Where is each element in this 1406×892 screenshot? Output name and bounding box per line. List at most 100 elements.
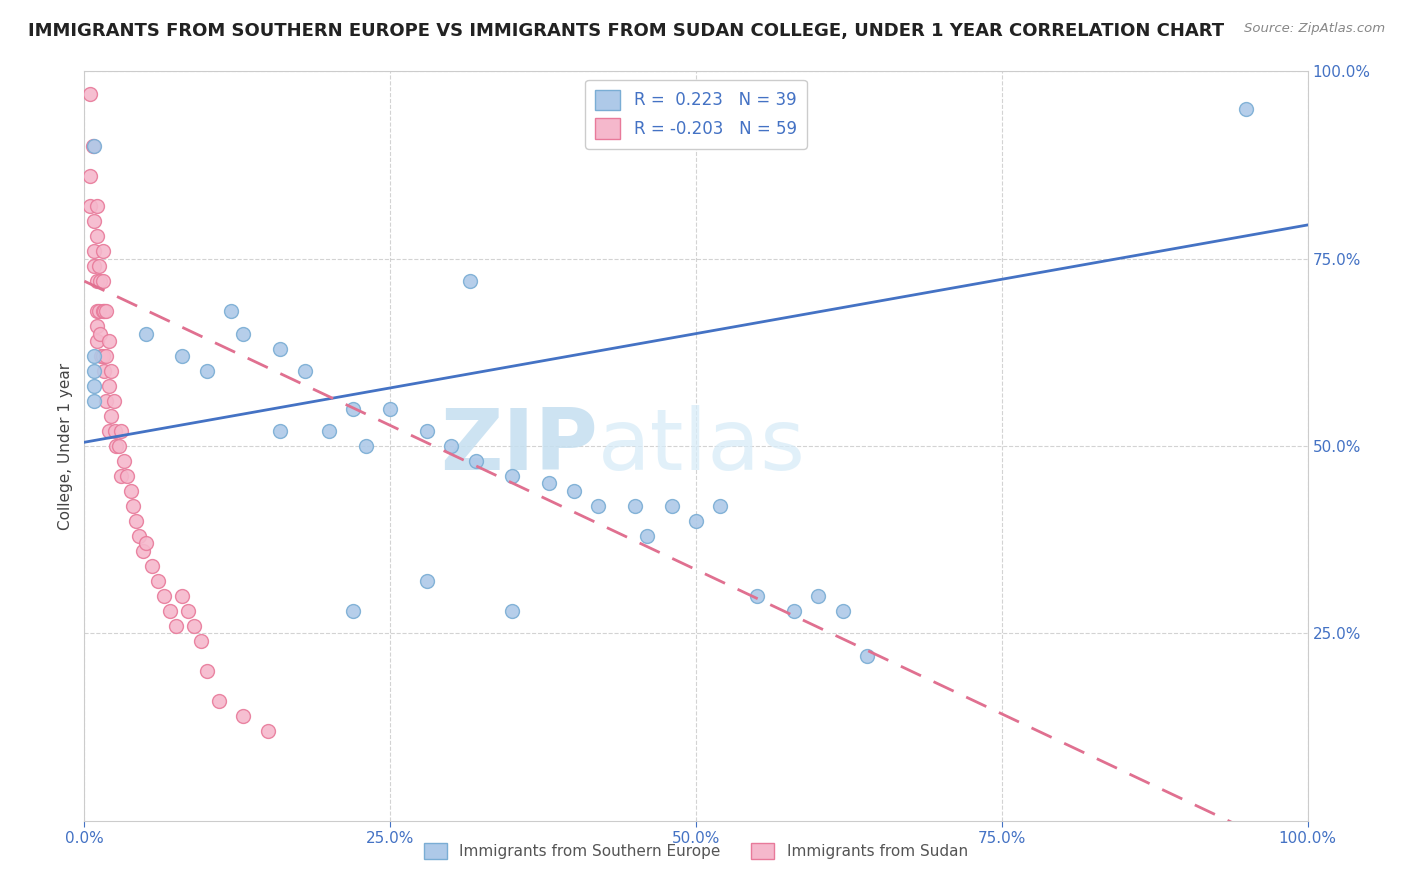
Point bbox=[86, 304, 108, 318]
Point bbox=[709, 499, 731, 513]
Point bbox=[831, 604, 853, 618]
Point bbox=[87, 259, 110, 273]
Point bbox=[232, 326, 254, 341]
Point bbox=[79, 169, 101, 184]
Point bbox=[91, 244, 114, 259]
Point bbox=[83, 139, 105, 153]
Point bbox=[141, 558, 163, 573]
Point bbox=[96, 394, 118, 409]
Point bbox=[502, 604, 524, 618]
Point bbox=[122, 499, 145, 513]
Point bbox=[146, 574, 169, 588]
Text: Source: ZipAtlas.com: Source: ZipAtlas.com bbox=[1244, 22, 1385, 36]
Point bbox=[636, 529, 658, 543]
Text: ZIP: ZIP bbox=[440, 404, 598, 488]
Point bbox=[856, 648, 879, 663]
Point bbox=[183, 619, 205, 633]
Point bbox=[257, 723, 280, 738]
Point bbox=[747, 589, 769, 603]
Point bbox=[100, 409, 122, 423]
Point bbox=[416, 424, 439, 438]
Point bbox=[100, 364, 122, 378]
Point bbox=[115, 469, 138, 483]
Point bbox=[93, 364, 115, 378]
Point bbox=[103, 394, 125, 409]
Point bbox=[91, 349, 114, 363]
Point bbox=[86, 274, 108, 288]
Point bbox=[120, 483, 142, 498]
Point bbox=[624, 499, 647, 513]
Y-axis label: College, Under 1 year: College, Under 1 year bbox=[58, 362, 73, 530]
Point bbox=[232, 708, 254, 723]
Point bbox=[685, 514, 707, 528]
Point bbox=[464, 454, 486, 468]
Point bbox=[661, 499, 683, 513]
Point bbox=[90, 349, 112, 363]
Point bbox=[342, 401, 364, 416]
Point bbox=[110, 469, 132, 483]
Point bbox=[177, 604, 200, 618]
Text: atlas: atlas bbox=[598, 404, 806, 488]
Point bbox=[93, 304, 115, 318]
Point bbox=[269, 424, 291, 438]
Point bbox=[125, 514, 148, 528]
Point bbox=[135, 326, 157, 341]
Point bbox=[294, 364, 316, 378]
Point bbox=[86, 319, 108, 334]
Point bbox=[165, 619, 187, 633]
Point bbox=[128, 529, 150, 543]
Point bbox=[96, 349, 118, 363]
Point bbox=[502, 469, 524, 483]
Point bbox=[135, 536, 157, 550]
Point bbox=[91, 274, 114, 288]
Point bbox=[458, 274, 481, 288]
Point bbox=[96, 304, 118, 318]
Point bbox=[153, 589, 176, 603]
Point bbox=[83, 259, 105, 273]
Point bbox=[269, 342, 291, 356]
Point bbox=[208, 694, 231, 708]
Point bbox=[132, 544, 155, 558]
Point bbox=[354, 439, 377, 453]
Point bbox=[112, 454, 135, 468]
Point bbox=[807, 589, 830, 603]
Text: IMMIGRANTS FROM SOUTHERN EUROPE VS IMMIGRANTS FROM SUDAN COLLEGE, UNDER 1 YEAR C: IMMIGRANTS FROM SOUTHERN EUROPE VS IMMIG… bbox=[28, 22, 1225, 40]
Point bbox=[1236, 102, 1258, 116]
Point bbox=[562, 483, 585, 498]
Point bbox=[538, 476, 561, 491]
Point bbox=[416, 574, 439, 588]
Point bbox=[89, 274, 111, 288]
Point bbox=[97, 379, 120, 393]
Point bbox=[83, 364, 105, 378]
Point bbox=[97, 424, 120, 438]
Point bbox=[110, 424, 132, 438]
Point bbox=[83, 214, 105, 228]
Point bbox=[342, 604, 364, 618]
Point bbox=[83, 349, 105, 363]
Point bbox=[89, 326, 111, 341]
Point bbox=[195, 364, 218, 378]
Point bbox=[586, 499, 609, 513]
Point bbox=[79, 87, 101, 101]
Point bbox=[82, 139, 104, 153]
Point bbox=[86, 199, 108, 213]
Point bbox=[97, 334, 120, 348]
Point bbox=[104, 424, 127, 438]
Point bbox=[190, 633, 212, 648]
Point bbox=[172, 589, 194, 603]
Point bbox=[79, 199, 101, 213]
Point bbox=[195, 664, 218, 678]
Point bbox=[318, 424, 340, 438]
Point bbox=[91, 304, 114, 318]
Point bbox=[86, 229, 108, 244]
Point bbox=[83, 394, 105, 409]
Legend: Immigrants from Southern Europe, Immigrants from Sudan: Immigrants from Southern Europe, Immigra… bbox=[418, 838, 974, 865]
Point bbox=[172, 349, 194, 363]
Point bbox=[87, 304, 110, 318]
Point bbox=[783, 604, 806, 618]
Point bbox=[380, 401, 402, 416]
Point bbox=[107, 439, 129, 453]
Point bbox=[86, 334, 108, 348]
Point bbox=[105, 439, 128, 453]
Point bbox=[83, 379, 105, 393]
